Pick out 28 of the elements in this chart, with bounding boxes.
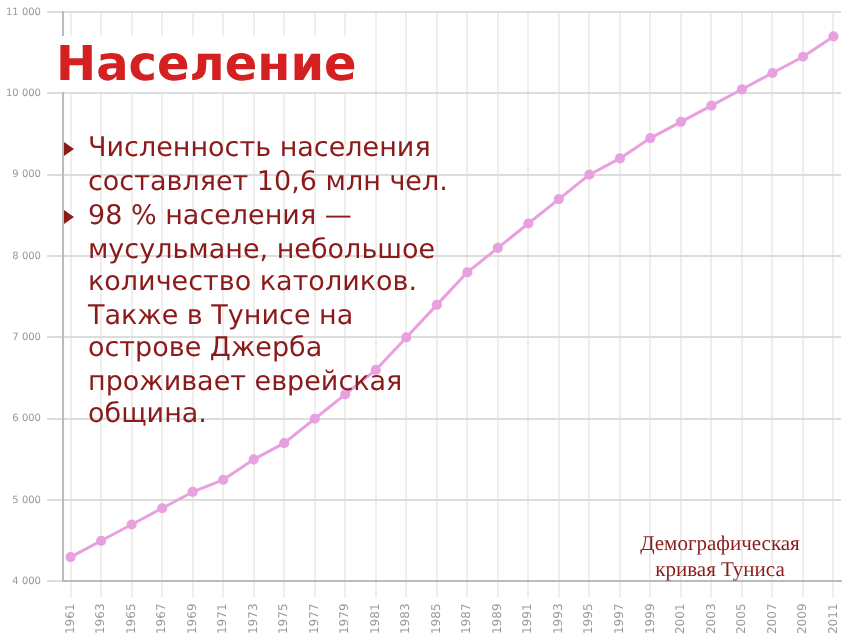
annotation: 98 % населения — мусульмане, небольшое количество католиков. Также в Тунисе на острове Джерба проживает еврейская община.	[88, 200, 436, 430]
point	[797, 51, 809, 62]
annotation: Численность населения составляет 10,6 млн чел.	[88, 132, 448, 197]
point	[675, 116, 687, 127]
point	[218, 474, 229, 485]
point	[187, 486, 198, 498]
point	[157, 503, 168, 514]
point	[401, 332, 412, 343]
point	[248, 454, 259, 465]
point	[767, 67, 778, 79]
point	[828, 31, 839, 42]
point	[645, 133, 656, 144]
point	[431, 299, 442, 310]
point	[65, 551, 76, 563]
annotation: Демографическая кривая Туниса	[638, 532, 802, 584]
point	[706, 100, 717, 111]
point	[614, 153, 625, 164]
point	[492, 242, 503, 254]
point	[553, 194, 564, 205]
point	[279, 438, 290, 449]
text: Население	[52, 36, 361, 92]
point	[736, 84, 748, 95]
point	[523, 218, 534, 229]
point	[462, 267, 473, 278]
point	[96, 535, 107, 546]
point	[584, 169, 595, 180]
point	[309, 413, 320, 424]
point	[126, 519, 137, 530]
